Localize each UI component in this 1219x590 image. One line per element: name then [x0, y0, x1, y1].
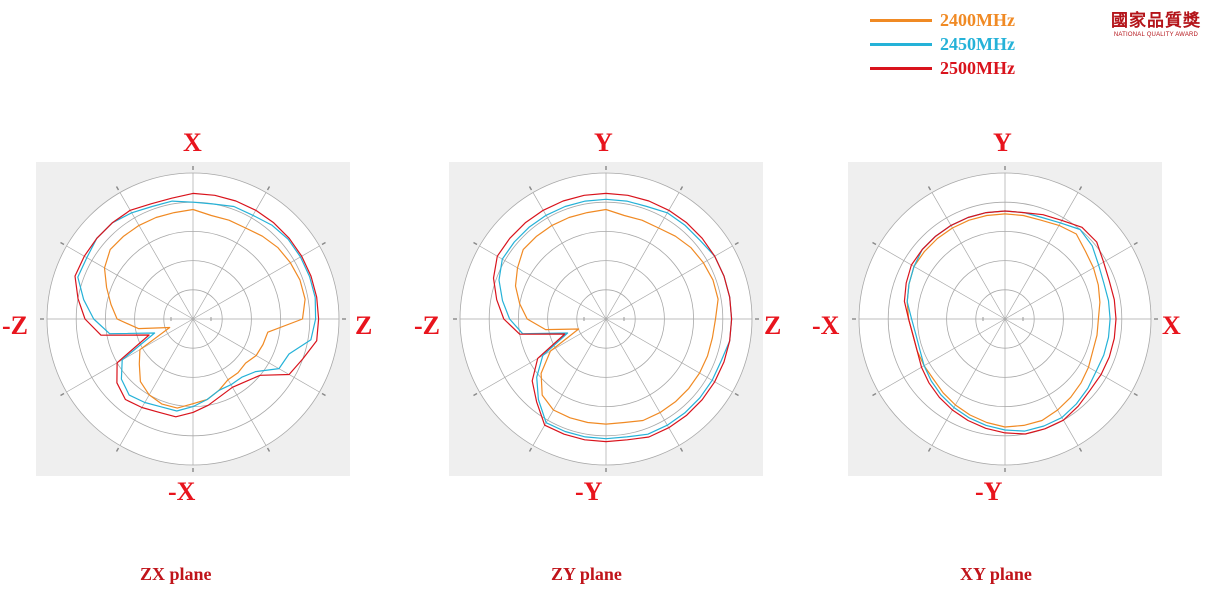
series-line-2500mhz [74, 192, 320, 418]
grid-spoke [931, 318, 1006, 446]
legend-label-2400: 2400MHz [940, 9, 1015, 30]
legend: 2400MHz 2450MHz 2500MHz [870, 8, 1015, 80]
grid-spoke [192, 192, 267, 320]
angle-tick [60, 392, 65, 397]
angle-tick [679, 447, 684, 452]
national-quality-award-logo: 國家品質獎 NATIONAL QUALITY AWARD [1108, 6, 1204, 38]
grid-spoke [1004, 192, 1079, 320]
angle-tick [1133, 392, 1138, 397]
angle-tick [266, 447, 271, 452]
series-line-2500mhz [492, 192, 733, 443]
angle-tick [321, 241, 326, 246]
legend-swatch-2450 [870, 42, 932, 46]
zx-left-label: -Z [2, 311, 28, 340]
zy-top-label: Y [594, 128, 613, 157]
angle-tick [473, 241, 478, 246]
zy-right-label: Z [764, 311, 782, 340]
angle-tick [734, 241, 739, 246]
grid-spoke [1004, 318, 1132, 393]
grid-spoke [119, 192, 194, 320]
angle-tick [927, 186, 932, 191]
legend-item-2500: 2500MHz [870, 56, 1015, 80]
logo-english-text: NATIONAL QUALITY AWARD [1113, 32, 1199, 38]
zx-right-label: Z [355, 311, 373, 340]
grid-spoke [1004, 245, 1132, 320]
xy-plane-title: XY plane [960, 564, 1032, 584]
angle-tick [60, 241, 65, 246]
zx-top-label: X [183, 128, 202, 157]
angle-tick [1133, 241, 1138, 246]
angle-tick [927, 447, 932, 452]
grid-spoke [192, 245, 320, 320]
series-line-2450mhz [906, 210, 1111, 432]
legend-item-2450: 2450MHz [870, 32, 1015, 56]
logo-chinese-text: 國家品質獎 [1111, 11, 1201, 31]
zx-bottom-label: -X [168, 477, 196, 506]
angle-tick [528, 447, 533, 452]
grid-spoke [605, 318, 680, 446]
xy-bottom-label: -Y [975, 477, 1003, 506]
xy-plane-chart [848, 162, 1162, 476]
angle-tick [734, 392, 739, 397]
angle-tick [872, 392, 877, 397]
angle-tick [528, 186, 533, 191]
grid-spoke [1004, 318, 1079, 446]
angle-tick [872, 241, 877, 246]
xy-top-label: Y [993, 128, 1012, 157]
zx-plane-title: ZX plane [140, 564, 212, 584]
grid-spoke [605, 245, 733, 320]
angle-tick [266, 186, 271, 191]
xy-left-label: -X [812, 311, 840, 340]
grid-spoke [605, 318, 733, 393]
legend-item-2400: 2400MHz [870, 8, 1015, 32]
grid-spoke [479, 245, 607, 320]
legend-swatch-2400 [870, 18, 932, 22]
xy-right-label: X [1162, 311, 1181, 340]
series-line-2400mhz [103, 208, 306, 409]
legend-swatch-2500 [870, 66, 932, 70]
angle-tick [473, 392, 478, 397]
series-line-2400mhz [514, 208, 719, 425]
legend-label-2450: 2450MHz [940, 33, 1015, 54]
angle-tick [1078, 447, 1083, 452]
angle-tick [115, 447, 120, 452]
grid-spoke [878, 318, 1006, 393]
zy-plane-chart [449, 162, 763, 476]
angle-tick [115, 186, 120, 191]
grid-spoke [119, 318, 194, 446]
grid-spoke [66, 318, 194, 393]
zy-bottom-label: -Y [575, 477, 603, 506]
zx-plane-chart [36, 162, 350, 476]
zy-left-label: -Z [414, 311, 440, 340]
grid-spoke [605, 192, 680, 320]
grid-spoke [66, 245, 194, 320]
angle-tick [679, 186, 684, 191]
grid-spoke [931, 192, 1006, 320]
legend-label-2500: 2500MHz [940, 57, 1015, 78]
series-line-2500mhz [903, 210, 1117, 435]
grid-spoke [192, 318, 267, 446]
angle-tick [1078, 186, 1083, 191]
grid-spoke [532, 192, 607, 320]
grid-spoke [878, 245, 1006, 320]
series-line-2450mhz [77, 200, 317, 412]
angle-tick [321, 392, 326, 397]
grid-spoke [532, 318, 607, 446]
zy-plane-title: ZY plane [551, 564, 622, 584]
